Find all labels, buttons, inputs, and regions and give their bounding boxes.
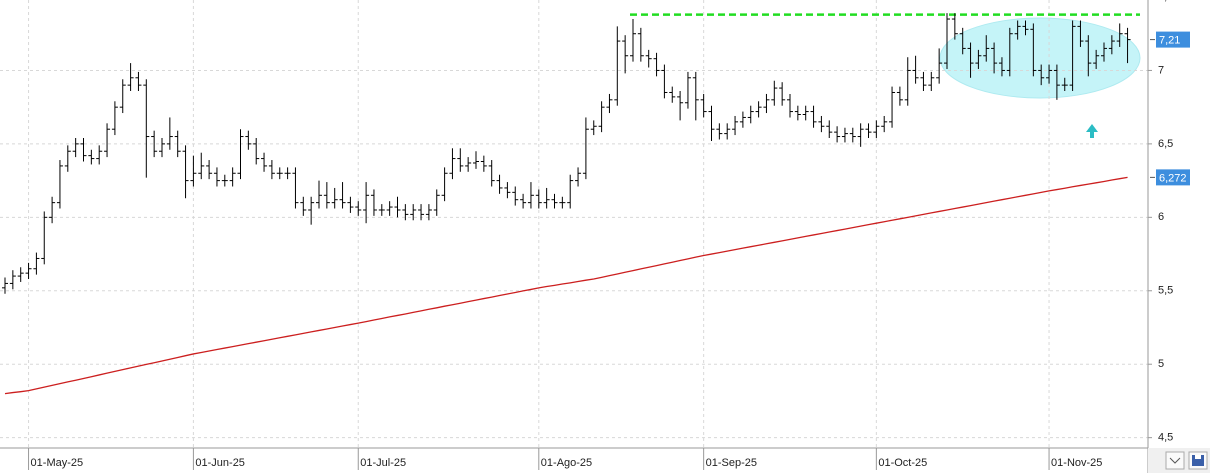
y-tick-label: 6,5 bbox=[1158, 138, 1173, 150]
marks bbox=[2, 13, 1140, 395]
save-button[interactable] bbox=[1188, 451, 1208, 470]
up-arrow bbox=[1086, 124, 1098, 138]
x-tick-label: 01-Jul-25 bbox=[360, 457, 406, 469]
moving-average-line bbox=[4, 176, 1128, 395]
button-icon bbox=[1169, 457, 1181, 464]
price-tag-box bbox=[1156, 169, 1190, 186]
x-tick-label: 01-Ago-25 bbox=[541, 457, 592, 469]
button-icon bbox=[1192, 455, 1204, 466]
x-tick-label: 01-Oct-25 bbox=[878, 457, 927, 469]
price-tag-box bbox=[1156, 31, 1190, 48]
x-tick-label: 01-May-25 bbox=[31, 457, 84, 469]
y-tick-label: 5 bbox=[1158, 358, 1164, 370]
scroll-button[interactable] bbox=[1165, 451, 1185, 470]
price-tag-label: 7,21 bbox=[1159, 35, 1180, 47]
button-frame[interactable] bbox=[1165, 451, 1185, 470]
price-tag-label: 6,272 bbox=[1159, 172, 1187, 184]
x-tick-label: 01-Nov-25 bbox=[1051, 457, 1102, 469]
x-tick-label: 01-Sep-25 bbox=[706, 457, 757, 469]
y-tick-label: 4,5 bbox=[1158, 432, 1173, 444]
grid bbox=[0, 0, 1148, 448]
arrow-shape bbox=[1086, 124, 1098, 138]
highlight-ellipse bbox=[939, 17, 1141, 99]
x-tick-label: 01-Jun-25 bbox=[195, 457, 245, 469]
y-tick-label: 5,5 bbox=[1158, 285, 1173, 297]
y-tick-label: 7,5 bbox=[1158, 0, 1173, 3]
y-tick-label: 6 bbox=[1158, 211, 1164, 223]
y-tick-label: 7 bbox=[1158, 64, 1164, 76]
button-icon bbox=[1195, 455, 1201, 459]
